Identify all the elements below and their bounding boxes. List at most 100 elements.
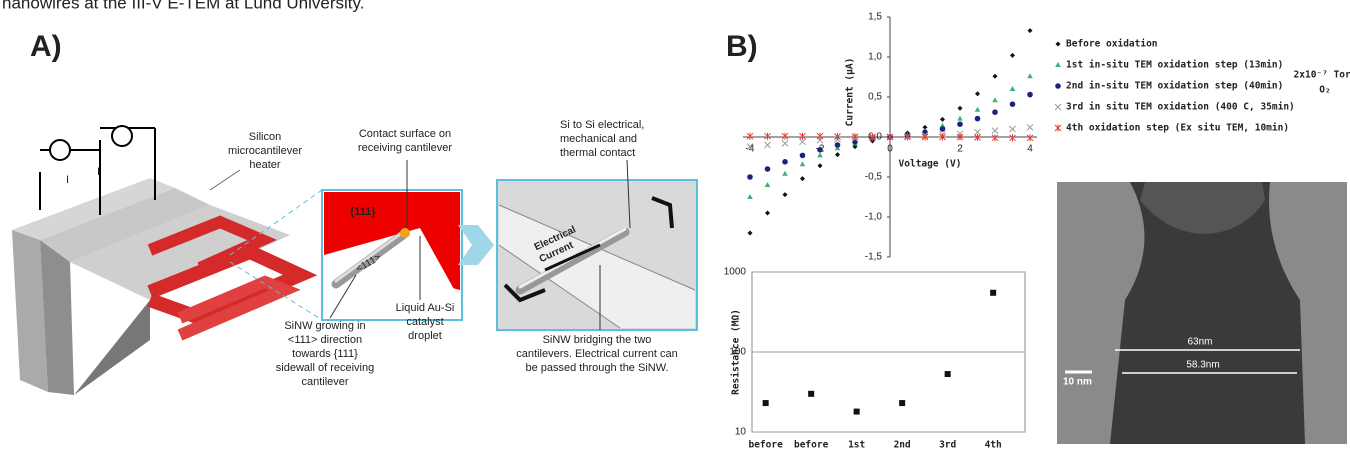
si-contact-label: mechanical and <box>560 133 637 145</box>
current-label: I <box>66 174 69 186</box>
legend-marker <box>1054 103 1062 111</box>
point <box>974 106 981 112</box>
point <box>800 176 805 182</box>
point <box>853 408 860 415</box>
point <box>1009 125 1016 133</box>
point <box>957 105 963 111</box>
growing-label: <111> direction <box>288 334 362 346</box>
x-tick-label: 1st <box>848 440 865 451</box>
legend-marker <box>1055 62 1061 67</box>
point <box>1027 73 1033 79</box>
heater-label: microcantilever <box>228 145 302 157</box>
point <box>886 133 894 141</box>
point <box>817 152 823 158</box>
point <box>799 138 806 146</box>
growing-label: sidewall of receiving <box>276 362 374 374</box>
point <box>944 371 951 378</box>
point <box>808 390 815 397</box>
point <box>799 132 806 140</box>
droplet-label: Liquid Au-Si <box>396 302 455 314</box>
point <box>939 133 946 141</box>
tem-image: 63nm 58.3nm 10 nm <box>1057 182 1347 444</box>
y-tick-label: -1,0 <box>865 212 883 223</box>
y-tick-label: -1,5 <box>865 252 883 263</box>
point <box>817 147 823 153</box>
point <box>992 73 998 79</box>
point <box>781 140 789 147</box>
point <box>974 115 981 122</box>
legend-label: 2nd in-situ TEM oxidation step (40min) <box>1066 81 1283 92</box>
point <box>922 124 928 130</box>
x-tick-label: before <box>794 440 829 451</box>
legend-label: Before oxidation <box>1066 39 1158 50</box>
panel-label: B) <box>726 30 758 63</box>
point <box>1027 28 1033 34</box>
point <box>851 133 859 141</box>
growing-label: towards {111} <box>292 348 358 360</box>
point <box>764 166 771 172</box>
point <box>991 134 999 142</box>
point <box>764 132 771 140</box>
legend-marker <box>1055 83 1061 89</box>
point <box>747 194 753 199</box>
heater-label: Silicon <box>249 131 281 143</box>
si-contact-label: thermal contact <box>560 147 635 159</box>
point <box>835 152 840 158</box>
point <box>747 230 753 236</box>
contact-label: receiving cantilever <box>358 142 452 154</box>
point <box>974 133 981 141</box>
point <box>1010 52 1015 58</box>
point <box>921 133 929 141</box>
x-tick-label: 2 <box>957 144 963 155</box>
x-tick-label: before <box>748 440 783 451</box>
point <box>940 116 945 122</box>
point <box>782 170 788 176</box>
x-tick-label: 0 <box>887 144 893 155</box>
x-tick-label: 3rd <box>939 440 956 451</box>
y-tick-label: 0,5 <box>868 92 882 103</box>
x-tick-label: 4 <box>1027 144 1033 155</box>
point <box>904 133 911 141</box>
growing-label: SiNW growing in <box>284 320 365 332</box>
si-contact-label: Si to Si electrical, <box>560 119 644 131</box>
point <box>834 142 841 148</box>
point <box>817 163 823 169</box>
legend-label: 3rd in situ TEM oxidation (400 C, 35min) <box>1066 102 1295 113</box>
point <box>764 182 771 187</box>
point <box>765 210 770 216</box>
point <box>1026 134 1034 142</box>
point <box>975 91 980 97</box>
point <box>1009 134 1016 142</box>
bridging-label: be passed through the SiNW. <box>525 362 668 374</box>
point <box>1026 124 1034 131</box>
panel-label: A) <box>30 30 62 63</box>
scale-bar-label: 10 nm <box>1063 377 1092 388</box>
point <box>869 133 876 141</box>
point <box>782 192 788 198</box>
y-tick-label: 1,5 <box>868 12 882 23</box>
point <box>764 141 771 149</box>
point <box>991 127 999 134</box>
panel-a-diagram: A) I I Silicon microcantilever heater {1… <box>12 30 698 395</box>
x-tick-label: -4 <box>746 144 755 155</box>
current-label: I <box>97 166 100 178</box>
point <box>746 132 754 140</box>
point <box>746 143 754 150</box>
point <box>799 161 806 167</box>
point <box>799 152 806 159</box>
y-tick-label: 1,0 <box>868 52 882 63</box>
contact-label: Contact surface on <box>359 128 451 140</box>
point <box>899 400 906 407</box>
point <box>956 133 964 141</box>
x-tick-label: 4th <box>985 440 1002 451</box>
y-tick-label: 100 <box>729 347 746 358</box>
bridging-label: SiNW bridging the two <box>543 334 652 346</box>
point <box>939 126 946 132</box>
heater-label: heater <box>249 159 281 171</box>
point <box>1009 86 1016 91</box>
growing-label: cantilever <box>301 376 348 388</box>
pressure-label: 2x10⁻⁷ Torr <box>1294 70 1350 81</box>
y-tick-label: 10 <box>735 427 747 438</box>
y-axis-label: Resistance (MΩ) <box>731 309 742 395</box>
